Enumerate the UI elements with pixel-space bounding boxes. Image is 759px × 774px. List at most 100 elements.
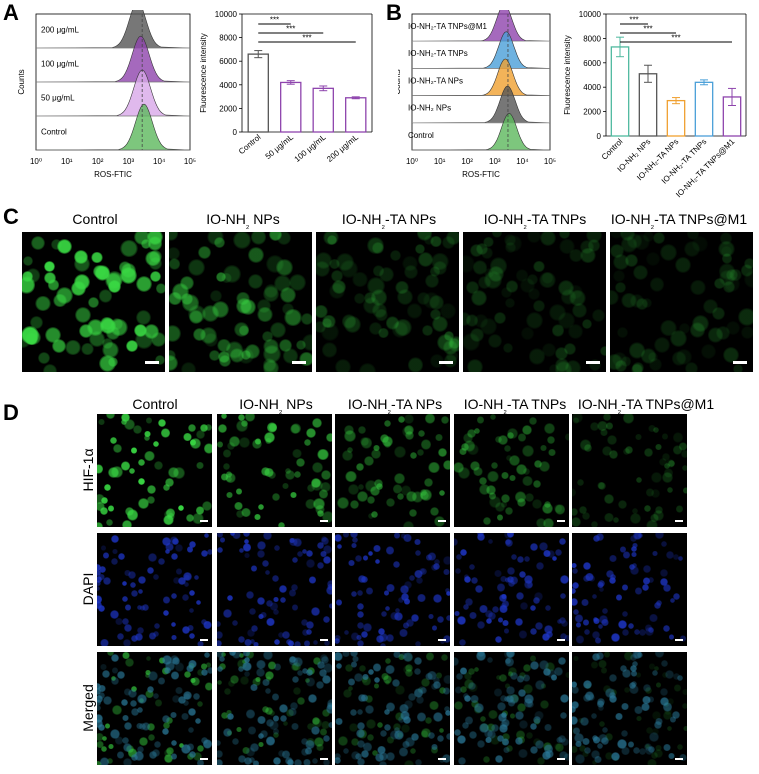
cell: [305, 747, 313, 755]
cell: [238, 652, 245, 659]
cell: [320, 655, 330, 665]
cell: [244, 538, 250, 544]
cell: [357, 639, 365, 646]
cell: [519, 277, 535, 293]
cell: [128, 570, 137, 579]
cell: [418, 686, 426, 694]
cell: [718, 240, 736, 258]
cell: [205, 423, 212, 431]
bar: [666, 99, 686, 137]
cell: [358, 483, 365, 490]
cell: [413, 688, 424, 698]
scale-bar: [557, 758, 565, 760]
cell: [632, 542, 638, 548]
cell: [681, 464, 687, 472]
cell: [217, 631, 223, 639]
cell: [361, 631, 369, 639]
cell: [672, 445, 683, 455]
cell: [414, 538, 422, 546]
cell: [312, 639, 318, 645]
cell: [661, 433, 669, 441]
cell: [131, 686, 137, 692]
cell: [631, 681, 638, 688]
cell: [582, 680, 592, 690]
cell: [692, 315, 710, 333]
cell: [389, 249, 401, 261]
cell: [278, 631, 285, 638]
cell: [572, 587, 576, 594]
cell: [121, 414, 131, 422]
x-axis-label: ROS-FTIC: [94, 170, 132, 179]
cell: [560, 593, 567, 600]
cell: [619, 664, 627, 673]
cell: [217, 350, 230, 363]
cell: [465, 597, 473, 606]
cell: [535, 680, 545, 690]
cell: [600, 737, 610, 746]
cell: [542, 632, 551, 641]
cell: [592, 534, 600, 542]
cell: [170, 671, 179, 680]
cell: [124, 722, 132, 731]
cell: [487, 538, 493, 544]
c-micrograph-io-nh2-ta-tnps-m1: [610, 232, 753, 372]
cell: [428, 461, 440, 474]
cell: [400, 592, 410, 601]
cell: [305, 628, 312, 636]
cell: [175, 686, 183, 695]
cell: [320, 469, 331, 480]
cell: [110, 676, 119, 685]
cell: [372, 265, 385, 277]
cell: [418, 567, 426, 575]
cell: [507, 666, 517, 677]
cell: [457, 616, 466, 625]
cell: [155, 283, 165, 294]
cell: [282, 482, 289, 489]
cell: [608, 450, 618, 459]
cell: [97, 501, 105, 512]
cell: [400, 652, 407, 659]
cell: [543, 549, 551, 557]
cell: [243, 671, 251, 678]
cell: [272, 574, 279, 582]
cell: [504, 444, 512, 452]
cell: [364, 695, 374, 704]
cell: [594, 755, 602, 764]
cell: [127, 689, 137, 699]
cell: [643, 565, 651, 573]
cell: [542, 668, 552, 677]
cell: [741, 264, 753, 277]
cell: [147, 495, 156, 504]
cell: [273, 638, 281, 646]
cell: [675, 349, 692, 365]
cell: [226, 709, 232, 716]
cell: [462, 603, 469, 610]
cell: [209, 350, 220, 361]
cell: [580, 717, 590, 726]
cell: [517, 556, 524, 564]
cell: [351, 655, 359, 663]
cell: [479, 484, 491, 496]
cell: [673, 554, 680, 560]
cell: [533, 299, 546, 312]
cell: [528, 348, 546, 365]
cell: [526, 232, 541, 243]
c-micrograph-io-nh2-ta-tnps: [463, 232, 606, 372]
cell: [644, 743, 651, 750]
cell: [403, 265, 419, 280]
cell: [606, 422, 614, 430]
cell: [256, 659, 267, 670]
cell: [533, 261, 545, 273]
cell: [304, 677, 311, 683]
y-tick-label: 4000: [219, 81, 237, 90]
cell: [622, 414, 634, 424]
cell: [398, 747, 409, 757]
cell: [582, 693, 591, 702]
cell: [702, 299, 719, 315]
cell: [542, 518, 554, 527]
cell: [420, 489, 432, 501]
cell: [223, 265, 241, 283]
cell: [311, 462, 324, 474]
